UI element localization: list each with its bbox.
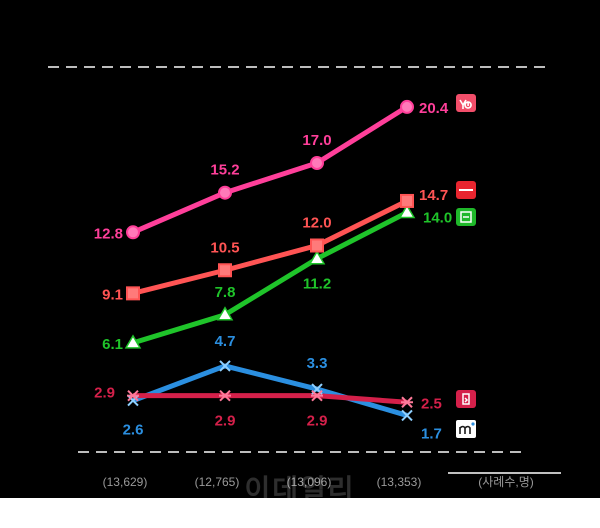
series-4-point-2 [311, 389, 323, 402]
series-3-point-0 [127, 394, 139, 407]
series-2-point-3 [398, 204, 416, 219]
series-0-point-2 [310, 156, 324, 170]
series-0-line [132, 104, 409, 235]
store-app-icon [456, 181, 476, 199]
x-tick-label-1: (12,765) [195, 475, 240, 489]
series-1-data-label-2: 12.0 [302, 215, 331, 232]
watermark: 이데일리 [244, 474, 356, 505]
series-4-data-label-1: 2.9 [215, 413, 236, 430]
series-2-data-label-2: 11.2 [303, 276, 331, 293]
chart-frame: 2.6 4.7 3.3 1.7 2.9 2.9 2.9 2.5 6.1 7.8 11.2 14.0 9.… [0, 0, 600, 498]
series-0-point-0 [126, 225, 140, 240]
series-3-line [132, 363, 408, 418]
ya-app-icon [456, 94, 476, 112]
series-3-point-1 [219, 360, 231, 372]
series-1-point-3 [400, 193, 414, 208]
line-chart: 2.6 4.7 3.3 1.7 2.9 2.9 2.9 2.5 6.1 7.8 11.2 14.0 9.… [48, 66, 561, 489]
series-4-line [133, 393, 408, 405]
series-4-data-label-0: 2.9 [94, 385, 115, 402]
series-0-data-label-1: 15.2 [210, 162, 239, 179]
series-4-point-1 [219, 389, 231, 402]
series-4-data-label-3: 2.5 [421, 395, 442, 412]
x-tick-label-0: (13,629) [103, 475, 148, 489]
series-3-data-label-0: 2.6 [123, 422, 144, 439]
series-2-data-label-3: 14.0 [423, 210, 452, 227]
series-3-data-label-2: 3.3 [307, 355, 328, 372]
series-3-data-label-1: 4.7 [215, 333, 236, 350]
series-2-data-label-0: 6.1 [102, 336, 123, 353]
green-app-icon [456, 208, 476, 226]
series-1-data-label-0: 9.1 [102, 286, 123, 303]
series-4-point-3 [401, 396, 413, 408]
series-0-point-1 [218, 185, 232, 200]
series-4-point-0 [127, 389, 139, 402]
series-1-point-1 [218, 263, 232, 278]
x-tick-label-2: (13,096) [287, 475, 332, 489]
series-0-data-label-2: 17.0 [302, 132, 331, 149]
series-2-data-label-1: 7.8 [215, 284, 236, 301]
series-2-point-1 [216, 306, 234, 321]
series-4-data-label-2: 2.9 [307, 413, 328, 430]
series-1-point-0 [126, 286, 140, 301]
series-1-data-label-3: 14.7 [419, 187, 448, 204]
unit-note: (사례수,명) [478, 475, 534, 489]
m-app-icon [456, 420, 476, 438]
red-app-icon [456, 390, 476, 408]
series-1-point-2 [310, 238, 324, 253]
series-2-line [132, 210, 409, 346]
series-1-line [132, 198, 409, 296]
series-2-point-2 [308, 250, 326, 265]
x-tick-label-3: (13,353) [377, 475, 422, 489]
series-3-data-label-3: 1.7 [421, 425, 442, 442]
series-3-point-3 [401, 409, 413, 422]
series-0-data-label-3: 20.4 [419, 100, 449, 117]
series-0-point-3 [400, 99, 414, 114]
series-0-data-label-0: 12.8 [94, 225, 123, 242]
series-1-data-label-1: 10.5 [210, 239, 239, 256]
series-2-point-0 [124, 334, 142, 349]
